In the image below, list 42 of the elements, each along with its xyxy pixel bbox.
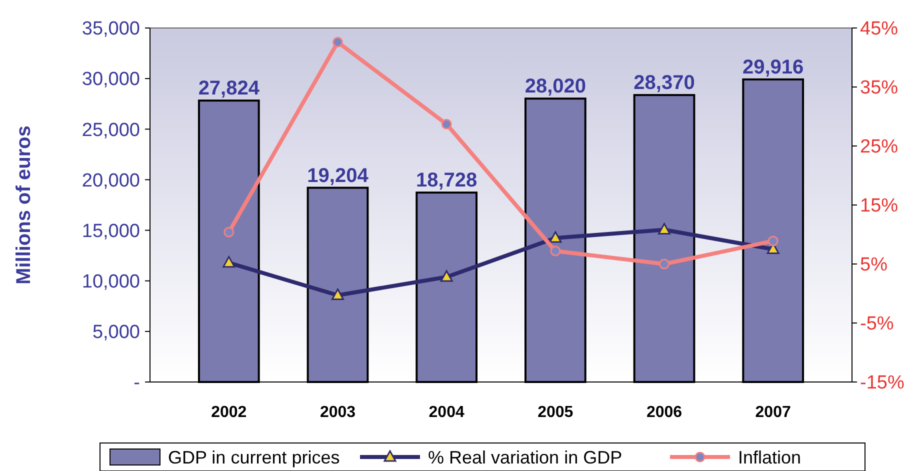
data-label: 18,728 bbox=[416, 170, 478, 192]
point bbox=[440, 270, 453, 282]
y2-tick-label: 15% bbox=[860, 196, 898, 217]
point bbox=[441, 118, 452, 130]
data-label: 27,824 bbox=[198, 78, 260, 100]
data-label: 28,370 bbox=[634, 72, 695, 94]
x-tick-label: 2005 bbox=[538, 404, 574, 421]
x-tick-label: 2006 bbox=[646, 404, 682, 421]
y-tick-label: 30,000 bbox=[82, 69, 140, 90]
y-tick-label: 10,000 bbox=[82, 272, 140, 293]
y-tick-label: 5,000 bbox=[92, 322, 140, 344]
point bbox=[332, 36, 343, 48]
point bbox=[224, 226, 234, 238]
y-tick-label: 20,000 bbox=[82, 170, 140, 192]
data-label: 29,916 bbox=[742, 56, 804, 78]
y2-tick-label: 45% bbox=[860, 18, 898, 40]
y2-tick-label: 25% bbox=[860, 136, 898, 158]
x-tick-label: 2004 bbox=[428, 404, 464, 421]
legend-label: % Real variation in GDP bbox=[428, 447, 622, 468]
point bbox=[550, 246, 561, 256]
point bbox=[222, 256, 236, 268]
x-tick-label: 2007 bbox=[755, 404, 791, 421]
point bbox=[659, 258, 670, 270]
point bbox=[549, 231, 562, 243]
y2-tick-label: -15% bbox=[860, 372, 904, 394]
y2-tick-label: 35% bbox=[860, 78, 898, 99]
point bbox=[768, 236, 778, 246]
x-tick-label: 2002 bbox=[211, 404, 247, 421]
data-label: 19,204 bbox=[307, 164, 370, 187]
y-tick-label: 15,000 bbox=[82, 220, 140, 242]
point bbox=[331, 288, 344, 300]
y2-tick-label: 5% bbox=[860, 254, 888, 276]
y-tick-label: 25,000 bbox=[82, 120, 140, 141]
data-label: 28,020 bbox=[524, 76, 586, 98]
point bbox=[658, 223, 671, 235]
y-axis-title: Millions of euros bbox=[13, 126, 35, 284]
y2-tick-label: -5% bbox=[860, 314, 894, 335]
x-tick-label: 2003 bbox=[320, 404, 356, 421]
legend-label: Inflation bbox=[738, 447, 802, 468]
y-tick-label: - bbox=[134, 372, 140, 394]
y-tick-label: 35,000 bbox=[82, 18, 140, 40]
legend-label: GDP in current prices bbox=[168, 447, 340, 468]
